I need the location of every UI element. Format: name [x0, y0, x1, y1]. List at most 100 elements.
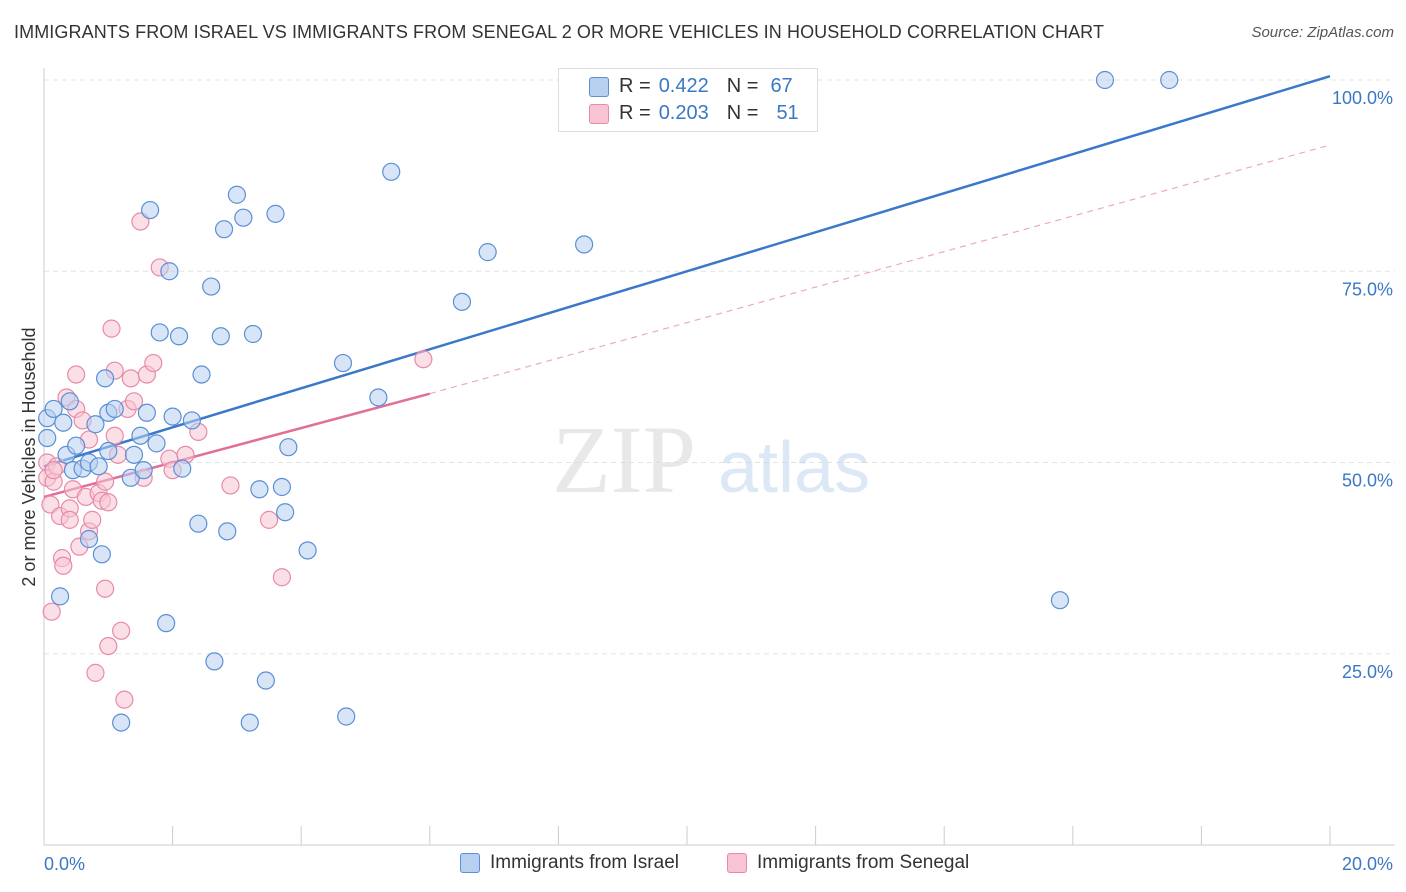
point-israel [382, 162, 401, 181]
series-legend: Immigrants from Israel Immigrants from S… [0, 852, 1406, 878]
point-senegal [60, 510, 79, 529]
y-tick-label: 50.0% [1342, 471, 1393, 491]
point-senegal [44, 461, 63, 480]
y-tick-label: 25.0% [1342, 662, 1393, 682]
israel-swatch [589, 77, 609, 97]
point-senegal [115, 690, 134, 709]
n-label: N = [726, 74, 759, 97]
point-senegal [67, 365, 86, 384]
point-senegal [99, 636, 118, 656]
legend-row-senegal: R = 0.203 N = 51 [619, 100, 809, 126]
point-israel [86, 415, 105, 434]
n-label: N = [726, 101, 759, 124]
watermark-zip: ZIP [552, 406, 696, 513]
point-senegal [95, 472, 115, 491]
watermark-atlas: atlas [718, 428, 870, 508]
legend-item-senegal: Immigrants from Senegal [727, 852, 969, 874]
point-israel [227, 185, 246, 204]
point-senegal [83, 510, 102, 529]
point-israel [272, 477, 292, 497]
r-value: 0.422 [658, 74, 709, 97]
point-israel [1050, 591, 1070, 610]
point-israel [95, 369, 115, 388]
point-israel [89, 457, 108, 476]
point-senegal [259, 510, 279, 529]
point-israel [192, 365, 211, 384]
point-israel [160, 262, 179, 281]
legend-item-israel: Immigrants from Israel [460, 852, 679, 874]
point-israel [140, 200, 160, 220]
point-senegal [86, 663, 105, 682]
point-israel [44, 399, 63, 419]
point-israel [67, 436, 86, 455]
point-senegal [112, 621, 131, 640]
point-israel [276, 503, 295, 522]
point-israel [452, 292, 472, 311]
point-israel [369, 388, 388, 407]
point-israel [211, 327, 230, 346]
point-israel [298, 541, 317, 560]
point-senegal [105, 426, 124, 445]
senegal-legend-swatch [727, 853, 747, 873]
point-israel [337, 707, 356, 726]
senegal-swatch [589, 104, 609, 124]
point-senegal [42, 602, 61, 621]
point-israel [131, 426, 150, 445]
point-israel [173, 459, 192, 478]
point-israel [182, 411, 201, 430]
point-senegal [272, 568, 292, 587]
point-israel [243, 324, 263, 344]
point-israel [1095, 70, 1115, 90]
chart-title: IMMIGRANTS FROM ISRAEL VS IMMIGRANTS FRO… [14, 22, 1105, 42]
point-israel [137, 403, 156, 422]
r-label: R = [619, 101, 651, 124]
point-israel [169, 327, 189, 346]
r-label: R = [619, 74, 651, 97]
point-israel [279, 438, 298, 457]
point-israel [50, 587, 70, 606]
correlation-legend: R = 0.422 N = 67 R = 0.203 N = 51 [558, 68, 818, 132]
point-israel [202, 277, 221, 296]
point-israel [333, 353, 353, 373]
point-senegal [121, 369, 140, 388]
point-israel [157, 614, 176, 633]
y-axis-label: 2 or more Vehicles in Household [19, 327, 39, 586]
r-value: 0.203 [658, 101, 709, 124]
point-israel [205, 652, 224, 671]
point-senegal [221, 476, 240, 495]
trendline-senegal-extension [429, 144, 1331, 395]
point-senegal [102, 319, 121, 338]
n-value: 51 [776, 101, 799, 124]
point-senegal [414, 350, 433, 369]
point-israel [218, 522, 237, 541]
x-tick-label: 0.0% [44, 854, 85, 874]
point-israel [105, 399, 124, 419]
legend-label-senegal: Immigrants from Senegal [757, 852, 970, 873]
point-senegal [95, 579, 115, 598]
point-israel [266, 204, 285, 223]
point-senegal [54, 556, 73, 575]
point-israel [54, 413, 73, 432]
point-israel [250, 480, 269, 499]
point-israel [234, 208, 253, 227]
n-value: 67 [770, 74, 793, 97]
point-israel [1160, 70, 1179, 90]
point-israel [124, 445, 144, 464]
point-israel [256, 671, 275, 690]
source-label: Source: ZipAtlas.com [1251, 24, 1394, 41]
x-tick-label: 20.0% [1342, 854, 1393, 874]
point-israel [214, 220, 234, 239]
point-israel [60, 392, 79, 411]
point-israel [147, 434, 166, 453]
point-israel [575, 235, 594, 254]
point-senegal [124, 392, 144, 411]
israel-legend-swatch [460, 853, 480, 873]
point-israel [112, 713, 131, 732]
point-israel [478, 243, 497, 262]
point-senegal [144, 353, 163, 373]
point-israel [134, 461, 153, 480]
point-israel [99, 441, 118, 461]
legend-row-israel: R = 0.422 N = 67 [619, 73, 809, 99]
point-israel [189, 514, 208, 533]
